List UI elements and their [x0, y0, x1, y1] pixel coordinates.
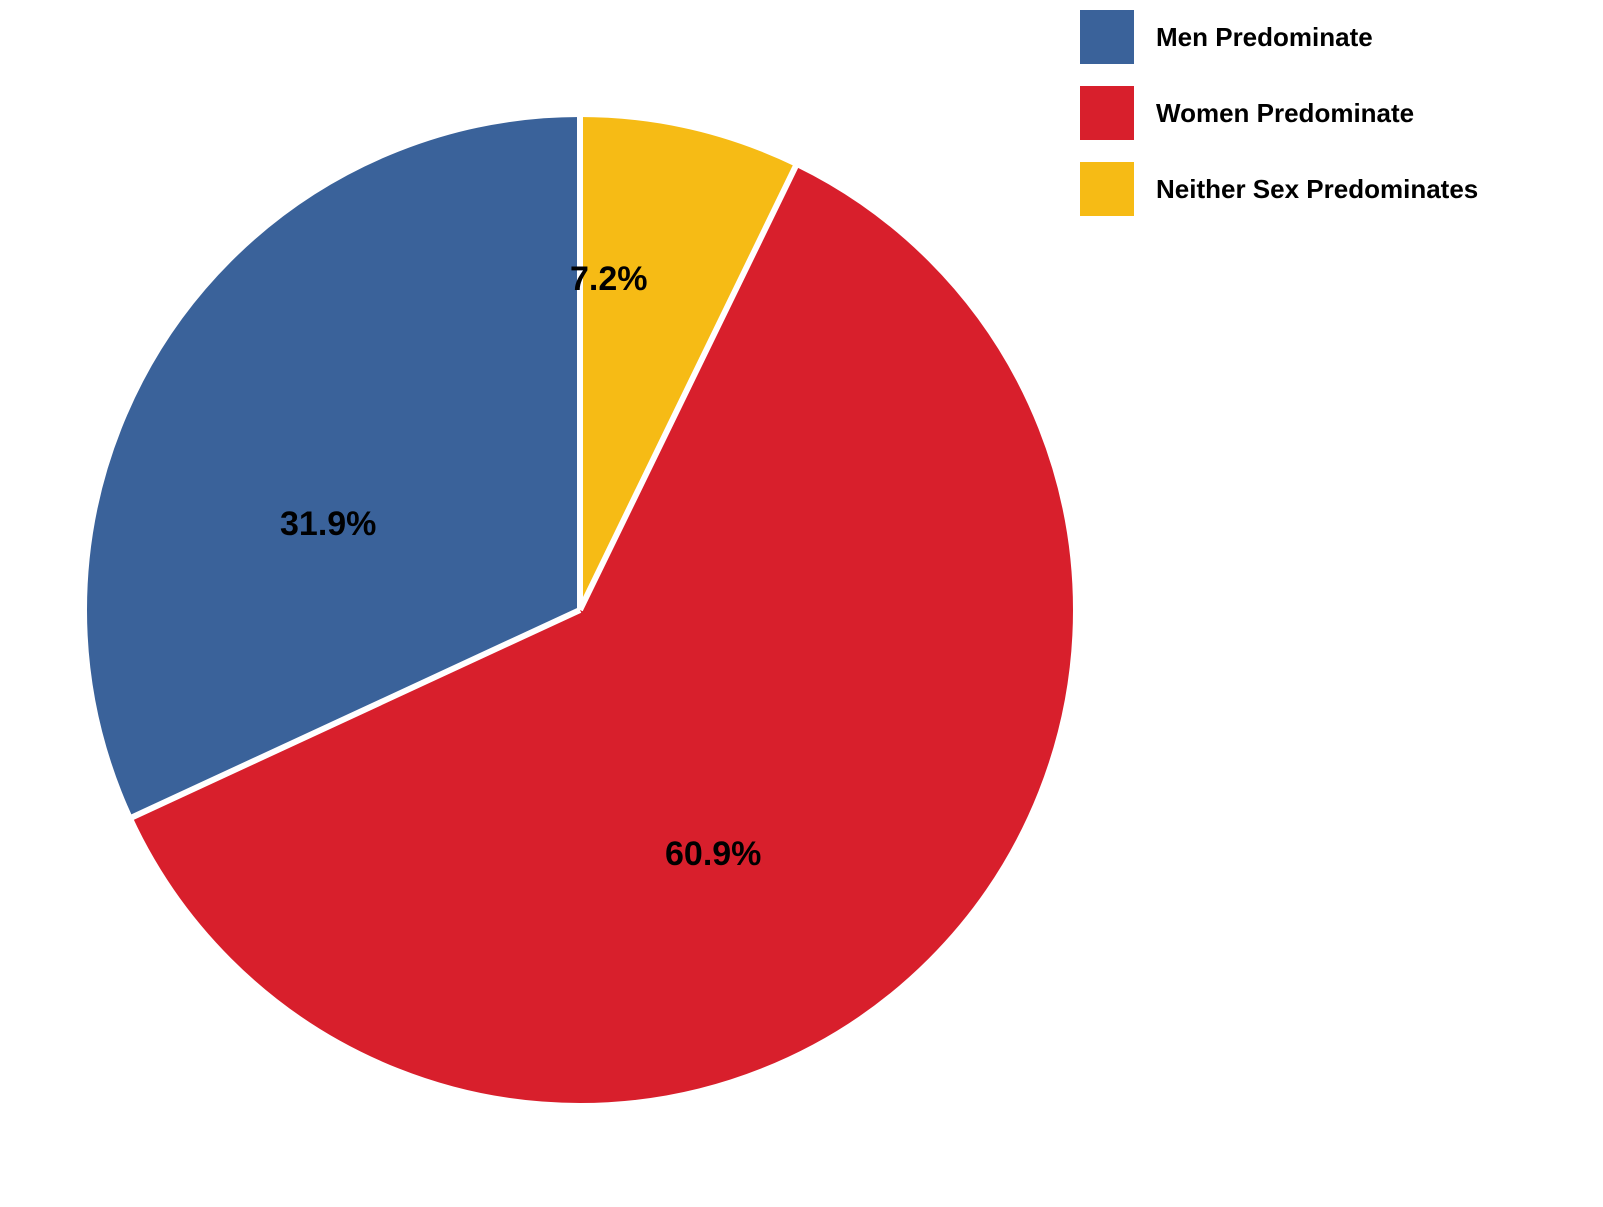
slice-label-neither: 7.2%	[570, 260, 648, 299]
slice-label-men: 31.9%	[280, 505, 376, 544]
legend-label-neither: Neither Sex Predominates	[1156, 174, 1478, 205]
legend-item-neither: Neither Sex Predominates	[1080, 162, 1478, 216]
legend-swatch-neither	[1080, 162, 1134, 216]
legend: Men Predominate Women Predominate Neither …	[1080, 10, 1478, 238]
legend-swatch-women	[1080, 86, 1134, 140]
slice-label-women: 60.9%	[665, 835, 761, 874]
legend-label-men: Men Predominate	[1156, 22, 1373, 53]
legend-swatch-men	[1080, 10, 1134, 64]
legend-item-women: Women Predominate	[1080, 86, 1478, 140]
pie-chart: 7.2% 60.9% 31.9%	[50, 80, 1050, 1140]
legend-item-men: Men Predominate	[1080, 10, 1478, 64]
legend-label-women: Women Predominate	[1156, 98, 1414, 129]
pie-svg	[50, 80, 1110, 1140]
